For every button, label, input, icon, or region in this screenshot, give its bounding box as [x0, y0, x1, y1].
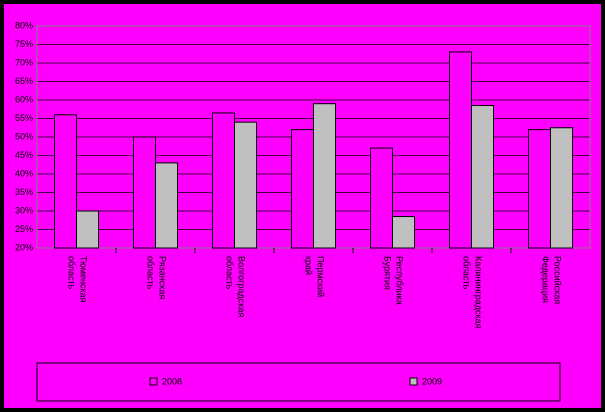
y-tick-label: 35% — [15, 187, 33, 197]
bar — [528, 129, 551, 249]
bar — [471, 105, 494, 249]
bar — [234, 121, 257, 249]
x-tick-label-line: Бурятия — [382, 256, 392, 290]
x-tick-label-line: Рязанская — [157, 256, 167, 302]
y-tick-label: 20% — [15, 242, 33, 252]
y-tick-label: 30% — [15, 205, 33, 215]
x-tick-label-line: область — [461, 256, 471, 290]
x-tick-label-line: область — [66, 256, 76, 290]
bar — [550, 127, 573, 249]
bar — [313, 103, 336, 249]
bar — [212, 112, 235, 249]
y-tick-label: 65% — [15, 76, 33, 86]
bar — [76, 210, 99, 249]
x-tick-label: Российская Федерация — [540, 256, 562, 307]
y-tick-label: 45% — [15, 150, 33, 160]
legend-label: 2008 — [162, 376, 182, 386]
y-tick-label: 60% — [15, 94, 33, 104]
x-tick-label: Рязанская область — [145, 256, 167, 302]
x-tick-label-line: Федерация — [540, 256, 550, 303]
x-tick-label-line: Тюменская — [78, 256, 88, 305]
y-tick-label: 25% — [15, 224, 33, 234]
x-tick-label-line: Республика — [394, 256, 404, 307]
x-tick-label-line: Калининградская — [473, 256, 483, 331]
bar — [449, 51, 472, 249]
x-tick-label-line: Российская — [552, 256, 562, 307]
legend-swatch — [409, 377, 418, 386]
bar — [291, 129, 314, 249]
y-tick-label: 80% — [15, 20, 33, 30]
bar — [155, 162, 178, 249]
legend-label: 2009 — [422, 376, 442, 386]
bar — [392, 216, 415, 249]
legend-swatch — [149, 377, 158, 386]
x-tick-label-line: область — [145, 256, 155, 290]
x-tick-label: Калининградская область — [461, 256, 483, 331]
y-tick-label: 75% — [15, 39, 33, 49]
y-tick-label: 40% — [15, 168, 33, 178]
x-tick-label: Пермский край — [303, 256, 325, 300]
x-tick-label: Волгоградская область — [224, 256, 246, 320]
x-tick-label: Республика Бурятия — [382, 256, 404, 307]
x-tick-label-line: Пермский — [315, 256, 325, 300]
y-tick-label: 70% — [15, 57, 33, 67]
x-tick-label-line: край — [303, 256, 313, 275]
x-tick-label: Тюменская область — [66, 256, 88, 305]
y-tick-label: 55% — [15, 113, 33, 123]
bar — [133, 136, 156, 249]
bar — [54, 114, 77, 249]
x-tick-label-line: Волгоградская — [236, 256, 246, 320]
y-tick-label: 50% — [15, 131, 33, 141]
legend-box — [36, 362, 561, 402]
bar — [370, 147, 393, 249]
x-tick-label-line: область — [224, 256, 234, 290]
